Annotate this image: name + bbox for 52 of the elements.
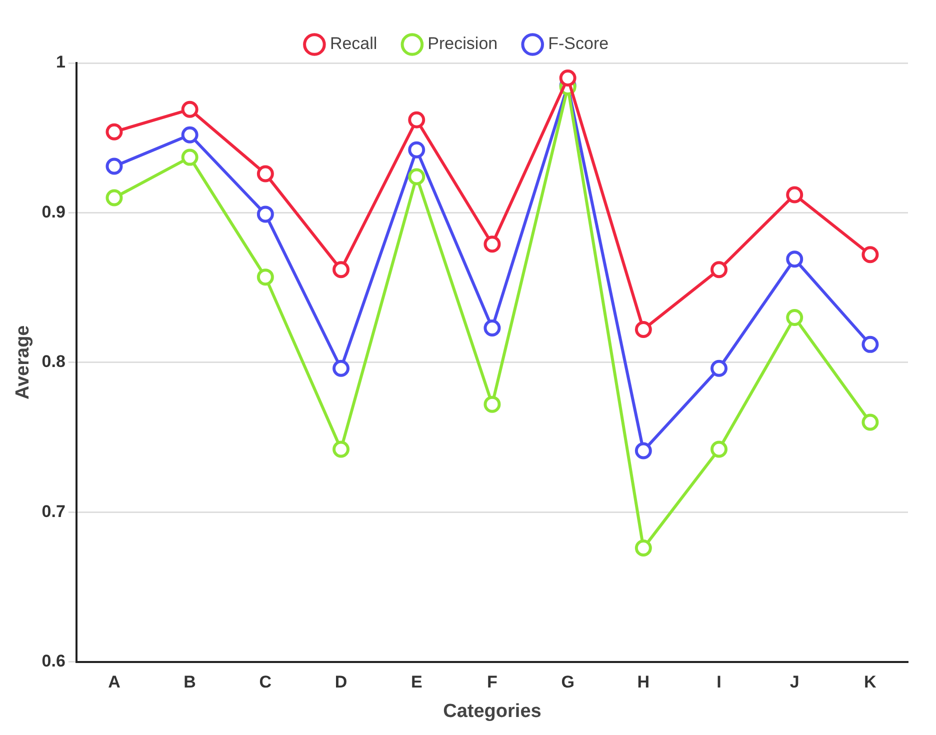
point: [332, 360, 350, 377]
y-tick-label: 1: [56, 52, 66, 72]
x-tick-label: D: [334, 672, 348, 692]
x-tick-label: E: [410, 672, 422, 692]
point: [484, 396, 501, 413]
point: [181, 126, 198, 144]
legend-label: Recall: [330, 34, 378, 54]
point: [862, 336, 879, 353]
point: [106, 158, 123, 175]
point: [181, 148, 198, 166]
point: [634, 442, 652, 460]
point: [634, 320, 652, 338]
point: [256, 165, 274, 182]
x-axis-title: Categories: [443, 700, 542, 722]
point: [634, 540, 652, 557]
point: [710, 360, 728, 377]
point: [559, 69, 576, 86]
legend-label: F-Score: [548, 34, 609, 54]
y-tick-label: 0.7: [42, 502, 66, 521]
legend-label: Precision: [428, 34, 498, 54]
y-tick-label: 0.9: [42, 202, 66, 222]
y-tick-label: 0.8: [42, 352, 66, 372]
point: [408, 141, 426, 158]
point: [408, 168, 426, 186]
point: [256, 268, 274, 286]
y-axis-title: Average: [12, 325, 34, 400]
point: [786, 250, 804, 268]
point: [408, 111, 426, 128]
point: [332, 440, 350, 458]
point: [786, 308, 804, 326]
point: [181, 100, 198, 118]
point: [332, 261, 350, 278]
point: [106, 123, 123, 140]
y-tick-label: 0.6: [42, 651, 66, 670]
point: [256, 206, 274, 223]
x-tick-label: A: [108, 672, 120, 692]
x-tick-label: B: [184, 672, 196, 692]
point: [862, 414, 879, 431]
x-tick-label: H: [637, 672, 650, 692]
point: [786, 186, 804, 204]
point: [106, 189, 123, 206]
x-tick-label: F: [487, 672, 498, 692]
point: [710, 440, 728, 458]
x-tick-label: G: [561, 672, 574, 692]
x-tick-label: C: [259, 672, 272, 692]
x-tick-label: K: [864, 672, 878, 692]
x-tick-label: J: [790, 672, 800, 692]
point: [862, 246, 879, 264]
point: [484, 236, 501, 253]
point: [710, 261, 728, 278]
point: [484, 319, 501, 336]
x-tick-label: I: [716, 672, 722, 692]
